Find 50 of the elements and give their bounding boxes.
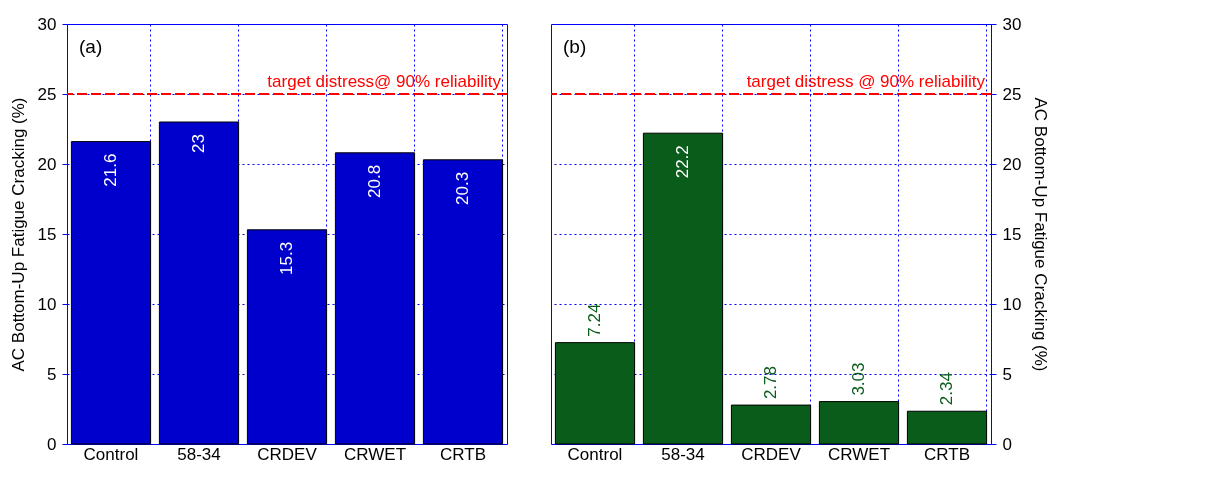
y-tick-label: 30 [1002,14,1022,34]
data-label: 21.6 [101,153,120,187]
y-tick-label: 25 [1002,84,1022,104]
bar [642,132,724,445]
data-label: 15.3 [277,241,296,275]
y-tick-label: 15 [1002,224,1022,244]
data-label: 20.3 [453,171,472,205]
bar [70,141,152,445]
bar [246,229,328,445]
bar [334,152,416,445]
y-tick-label: 5 [47,364,57,384]
data-label: 22.2 [673,145,692,179]
bar [818,401,900,445]
x-tick-label: CRDEV [741,444,802,464]
y-tick-label: 10 [1002,294,1022,314]
data-label: 20.8 [365,164,384,198]
bar [906,410,988,445]
x-tick-label: CRWET [827,444,891,464]
y-tick-label: 5 [1002,364,1012,384]
data-label: 23 [189,134,208,153]
data-label: 3.03 [849,362,868,396]
x-tick-label: Control [83,444,139,464]
y-tick-label: 10 [37,294,57,314]
x-tick-label: CRWET [343,444,407,464]
x-tick-label: 58-34 [661,444,705,464]
y-tick-label: 0 [47,434,57,454]
y-axis-title: AC Bottom-Up Fatigue Cracking (%) [1031,97,1051,372]
annotation: (b) [563,36,587,57]
data-label: 2.34 [937,372,956,406]
bar [730,404,812,445]
x-tick-label: CRTB [440,444,486,464]
y-tick-label: 0 [1002,434,1012,454]
y-tick-label: 15 [37,224,57,244]
y-tick-label: 25 [37,84,57,104]
y-tick-label: 30 [37,14,57,34]
ref-line-label: target distress @ 90% reliability [746,72,986,91]
bar [554,342,636,445]
annotation: (a) [79,36,103,57]
x-tick-label: CRTB [924,444,970,464]
bar [422,159,504,445]
x-tick-label: Control [567,444,623,464]
x-tick-label: CRDEV [257,444,318,464]
y-tick-label: 20 [37,154,57,174]
x-tick-label: 58-34 [177,444,221,464]
bar [158,121,240,445]
y-axis-title: AC Bottom-Up Fatigue Cracking (%) [8,97,28,372]
data-label: 2.78 [761,365,780,400]
ref-line-label: target distress@ 90% reliability [267,72,502,91]
y-tick-label: 20 [1002,154,1022,174]
data-label: 7.24 [585,303,604,337]
